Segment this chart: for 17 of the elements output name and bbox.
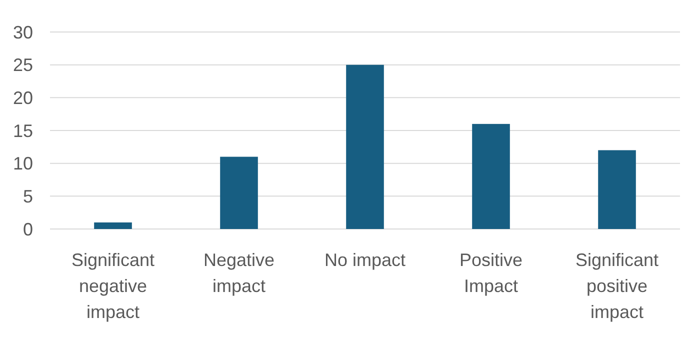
bar	[472, 124, 510, 229]
x-tick-label: Positive Impact	[459, 250, 523, 296]
x-tick-label: Negative impact	[203, 250, 275, 296]
y-tick-label: 20	[12, 88, 33, 108]
bar	[220, 156, 258, 229]
y-tick-label: 0	[22, 219, 33, 240]
x-tick-label: Significant negative impact	[71, 250, 155, 322]
bar	[346, 64, 384, 229]
bar	[94, 222, 132, 229]
y-tick-label: 15	[12, 120, 33, 141]
bar	[598, 150, 636, 229]
y-tick-label: 5	[22, 186, 33, 206]
x-tick-label: No impact	[324, 250, 406, 270]
y-tick-label: 25	[12, 55, 33, 76]
y-tick-label: 30	[12, 22, 33, 42]
y-tick-label: 10	[12, 154, 33, 174]
x-tick-label: Significant positive impact	[575, 250, 659, 322]
